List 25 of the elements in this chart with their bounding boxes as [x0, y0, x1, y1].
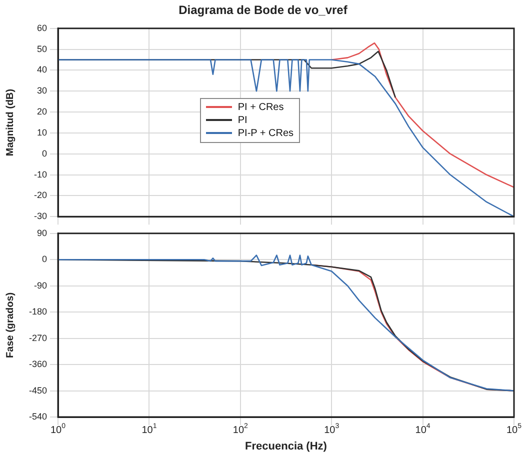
y-tick-label: -270: [28, 332, 47, 343]
legend-label: PI-P + CRes: [238, 128, 294, 139]
y-tick-label: 30: [36, 86, 47, 96]
y-tick-label: -450: [28, 385, 47, 396]
y-tick-label: 10: [36, 127, 47, 138]
y-tick-label: -20: [34, 190, 47, 200]
y-tick-label: 60: [36, 22, 47, 33]
y-tick-label: 50: [36, 44, 47, 54]
y-axis-title: Fase (grados): [4, 292, 16, 358]
y-tick-label: -90: [34, 280, 47, 290]
y-tick-label: 20: [36, 106, 47, 117]
y-tick-label: -10: [34, 169, 47, 180]
y-tick-label: -360: [28, 359, 47, 370]
x-axis-title: Frecuencia (Hz): [245, 440, 328, 452]
chart-title: Diagrama de Bode de vo_vref: [178, 2, 348, 19]
legend-label: PI: [238, 114, 248, 126]
legend-label: PI + CRes: [238, 102, 284, 113]
y-tick-label: 40: [36, 64, 47, 75]
y-tick-label: 0: [42, 148, 47, 158]
y-tick-label: 90: [36, 228, 47, 238]
y-axis-title: Magnitud (dB): [4, 88, 16, 156]
y-tick-label: -30: [34, 211, 47, 222]
y-tick-label: 0: [42, 254, 47, 264]
y-tick-label: -180: [28, 306, 47, 317]
y-tick-label: -540: [28, 411, 47, 422]
